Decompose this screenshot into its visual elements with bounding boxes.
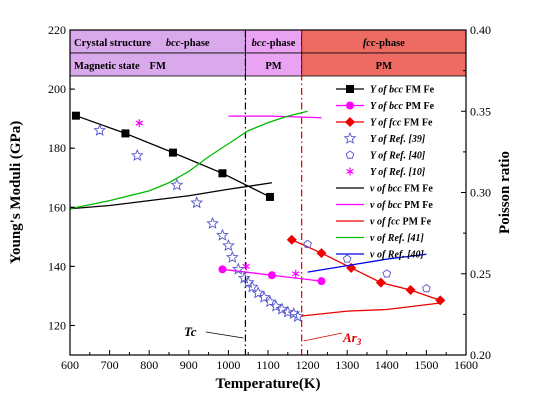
header-cell-label-1-1: PM — [265, 61, 281, 72]
y-axis-right-label: Poisson ratio — [497, 151, 513, 234]
x-tick-label-1: 700 — [101, 358, 119, 372]
x-tick-label-6: 1200 — [296, 358, 320, 372]
legend-label-3: Y of Ref. [39] — [370, 134, 426, 145]
ar3-arrow — [303, 332, 343, 342]
series-1-point-0 — [218, 265, 227, 274]
series-5-point-2 — [291, 269, 300, 278]
x-tick-label-2: 800 — [140, 358, 158, 372]
series-3-point-16 — [275, 302, 289, 315]
ar3-label: Ar3 — [342, 330, 362, 347]
series-2-point-3 — [375, 277, 386, 288]
series-3-point-3 — [190, 196, 204, 209]
x-tick-label-3: 900 — [180, 358, 198, 372]
series-0-point-1 — [121, 129, 130, 138]
series-3-point-6 — [222, 239, 235, 252]
series-3-point-8 — [231, 262, 245, 275]
header-bands: bcc-phase bcc-phase fcc-phase Crystal struc… — [69, 29, 467, 77]
yr-tick-label-1: 0.25 — [470, 267, 491, 281]
series-1-point-1 — [267, 271, 276, 280]
legend-label-1: Y of bcc PM Fe — [370, 101, 435, 112]
legend-marker-1 — [346, 101, 354, 110]
legend-marker-3 — [343, 131, 357, 144]
series-2-point-0 — [286, 234, 297, 245]
series-line-9 — [69, 110, 308, 210]
series-line-2 — [291, 239, 441, 301]
legend-marker-5 — [346, 167, 354, 176]
series-3-point-17 — [281, 305, 295, 318]
series-3-point-4 — [206, 216, 219, 229]
series-line-6 — [69, 182, 273, 210]
series-0-point-2 — [168, 148, 177, 157]
series-3-point-11 — [245, 280, 259, 293]
series-3-point-1 — [130, 148, 144, 161]
series-5-point-0 — [135, 119, 144, 128]
legend-label-6: v of bcc FM Fe — [370, 184, 433, 195]
yl-tick-label-1: 140 — [48, 259, 66, 273]
series-3-point-19 — [291, 309, 305, 322]
series-4-point-0 — [303, 239, 312, 248]
header-cell-label-1-0: FM — [150, 61, 166, 72]
series-3-point-15 — [269, 299, 283, 312]
legend-label-9: v of Ref. [41] — [370, 233, 425, 244]
yl-tick-label-5: 220 — [48, 23, 66, 37]
tc-arrow — [205, 331, 244, 339]
series-1-point-2 — [317, 277, 326, 286]
series-layer: Tc Ar3 — [69, 30, 446, 355]
header-cell-label-1-2: PM — [376, 61, 392, 72]
series-4-point-2 — [382, 269, 392, 278]
series-4-point-1 — [342, 254, 352, 263]
series-3-point-2 — [170, 178, 184, 191]
legend-label-4: Y of Ref. [40] — [370, 151, 426, 162]
x-tick-label-5: 1100 — [256, 358, 280, 372]
series-2-point-4 — [405, 285, 416, 295]
series-2-point-1 — [316, 248, 327, 259]
legend-label-7: v of bcc PM Fe — [370, 200, 433, 211]
series-3-point-18 — [287, 306, 301, 320]
series-3-point-5 — [216, 228, 229, 241]
x-axis-label: Temperature(K) — [216, 376, 321, 392]
x-tick-label-0: 600 — [61, 358, 79, 372]
x-tick-label-10: 1600 — [454, 358, 478, 372]
legend-label-5: Y of Ref. [10] — [370, 167, 426, 178]
legend-label-8: v of fcc PM Fe — [370, 217, 432, 228]
series-line-8 — [301, 302, 441, 317]
y-axis-left-label: Young's Moduli (GPa) — [8, 121, 24, 264]
axes: 600 700 800 900 1000 1100 1200 1300 1400 1500 1600… — [48, 23, 491, 372]
legend-label-0: Y of bcc FM Fe — [370, 85, 435, 96]
yl-tick-label-2: 160 — [48, 200, 66, 214]
header-cell-label-0-2: fcc-phase — [363, 38, 405, 49]
header-cell-label-0-0: bcc-phase — [166, 38, 210, 49]
series-3-point-7 — [226, 250, 239, 263]
yr-tick-label-0: 0.20 — [470, 348, 491, 362]
yr-tick-label-2: 0.30 — [470, 186, 491, 200]
yr-tick-label-4: 0.40 — [470, 23, 491, 37]
series-line-7 — [228, 115, 322, 119]
legend-label-2: Y of fcc FM Fe — [370, 118, 433, 129]
series-0-point-4 — [265, 192, 274, 201]
series-4-point-3 — [422, 283, 431, 293]
series-0-point-3 — [218, 169, 227, 178]
yl-tick-label-0: 120 — [48, 318, 66, 332]
x-tick-label-8: 1400 — [375, 358, 399, 372]
series-5-point-1 — [242, 262, 250, 271]
tc-label: Tc — [184, 324, 197, 339]
yr-tick-label-3: 0.35 — [470, 104, 491, 118]
legend-marker-4 — [345, 150, 355, 159]
yl-tick-label-4: 200 — [48, 82, 66, 96]
legend-marker-0 — [346, 85, 354, 93]
series-line-10 — [307, 253, 427, 273]
legend: Y of bcc FM Fe Y of bcc PM Fe Y of fcc FM … — [336, 85, 435, 261]
series-0-point-0 — [71, 111, 80, 120]
header-cell-label-0-1: bcc-phase — [252, 38, 296, 49]
x-tick-label-9: 1500 — [414, 358, 438, 372]
series-3-point-0 — [93, 123, 107, 136]
header-row-label-0: Crystal structure — [74, 38, 151, 49]
x-tick-label-7: 1300 — [335, 358, 359, 372]
header-row-label-1: Magnetic state — [74, 61, 140, 72]
yl-tick-label-3: 180 — [48, 141, 66, 155]
x-tick-label-4: 1000 — [216, 358, 240, 372]
legend-marker-2 — [345, 117, 355, 127]
legend-label-10: v of Ref. [40] — [370, 250, 425, 261]
